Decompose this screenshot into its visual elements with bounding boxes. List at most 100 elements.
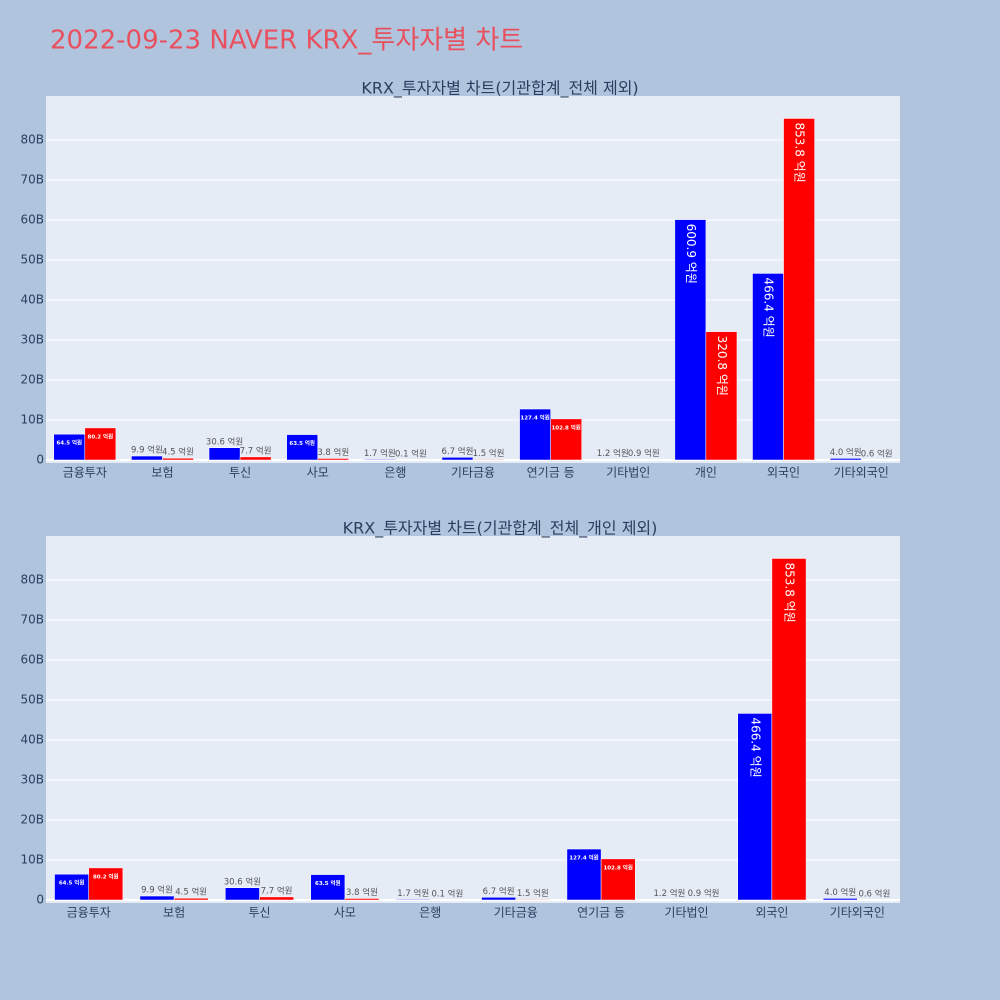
bar [519,408,551,461]
data-label: 0.6 억원 [861,448,893,459]
y-tick-label: 30B [20,773,44,787]
x-tick-label: 기타금융 [494,906,538,920]
data-label: 3.8 억원 [346,887,378,898]
data-label: 30.6 억원 [206,436,243,447]
x-tick-label: 연기금 등 [527,466,575,480]
x-tick-label: 외국인 [767,466,800,480]
data-label: 64.5 억원 [59,879,85,887]
bar [515,899,551,901]
bar [771,558,807,901]
data-label: 4.5 억원 [162,447,194,458]
y-tick-label: 40B [20,293,44,307]
x-tick-label: 은행 [419,905,441,920]
x-tick-label: 투신 [248,906,270,920]
data-label: 1.5 억원 [517,888,549,899]
bar [162,457,194,461]
data-label: 6.7 억원 [442,446,474,457]
x-tick-label: 기타외국인 [830,906,885,920]
x-tick-label: 기타금융 [451,466,495,480]
x-tick-label: 기타법인 [606,466,650,480]
data-label: 853.8 억원 [782,562,796,622]
data-label: 0.6 억원 [858,888,890,899]
data-label: 0.9 억원 [688,888,720,899]
bar [173,897,209,901]
bar [395,899,431,901]
y-tick-label: 20B [20,373,44,387]
data-label: 6.7 억원 [483,886,515,897]
bar [208,447,241,461]
data-label: 7.7 억원 [261,885,293,896]
y-tick-label: 50B [20,693,44,707]
x-tick-label: 보험 [163,906,185,920]
data-label: 80.2 억원 [88,432,114,440]
bar [674,219,707,461]
bar [139,895,175,901]
x-tick-label: 투신 [229,466,251,480]
data-label: 0.1 억원 [395,448,427,459]
data-label: 127.4 억원 [569,854,598,862]
y-tick-label: 80B [20,573,44,587]
x-tick-label: 금융투자 [67,906,111,920]
x-tick-label: 보험 [151,466,173,480]
data-label: 466.4 억원 [762,277,776,337]
bar [737,713,773,901]
y-tick-label: 10B [20,853,44,867]
bar [310,874,346,901]
x-tick-label: 기타외국인 [834,466,889,480]
y-tick-label: 20B [20,813,44,827]
bar [54,873,89,901]
bar [566,848,602,901]
bar [317,458,350,461]
data-label: 63.5 억원 [289,439,315,447]
x-tick-label: 사모 [307,466,329,480]
bar [481,897,516,901]
data-label: 1.7 억원 [364,448,396,459]
y-tick-label: 70B [20,173,44,187]
data-label: 1.7 억원 [397,888,429,899]
page-title: 2022-09-23 NAVER KRX_투자자별 차트 [50,26,523,56]
x-tick-label: 금융투자 [63,466,107,480]
bar [783,118,815,461]
data-label: 853.8 억원 [793,122,807,182]
y-tick-label: 30B [20,333,44,347]
data-label: 127.4 억원 [520,414,549,422]
y-tick-label: 40B [20,733,44,747]
data-label: 9.9 억원 [131,445,163,456]
data-label: 466.4 억원 [748,717,762,777]
bar [705,331,738,461]
y-tick-label: 50B [20,253,44,267]
x-tick-label: 외국인 [755,906,788,920]
x-tick-label: 기타법인 [664,906,708,920]
y-tick-label: 60B [20,213,44,227]
y-tick-label: 0 [36,893,44,907]
chart-title: KRX_투자자별 차트(기관합계_전체_개인 제외) [343,519,658,539]
bar [259,896,294,901]
bar [550,418,582,461]
data-label: 102.8 억원 [603,863,632,871]
bar [829,458,862,461]
y-tick-label: 0 [36,453,44,467]
data-label: 600.9 억원 [684,224,698,284]
bar [225,887,260,901]
data-label: 0.9 억원 [628,448,660,459]
data-label: 3.8 억원 [317,447,349,458]
y-tick-label: 60B [20,653,44,667]
bar [364,459,396,461]
data-label: 4.5 억원 [175,887,207,898]
data-label: 7.7 억원 [240,445,272,456]
bar [752,273,784,461]
bar [53,433,86,461]
chart-title: KRX_투자자별 차트(기관합계_전체 제외) [361,79,638,99]
data-label: 320.8 억원 [715,336,729,396]
bar [600,858,636,901]
data-label: 102.8 억원 [551,423,580,431]
bar [441,457,474,461]
data-label: 64.5 억원 [56,439,82,447]
bar [131,455,163,461]
y-tick-label: 10B [20,413,44,427]
y-tick-label: 80B [20,133,44,147]
data-label: 4.0 억원 [830,447,862,458]
bar [88,867,124,901]
bar [239,456,272,461]
